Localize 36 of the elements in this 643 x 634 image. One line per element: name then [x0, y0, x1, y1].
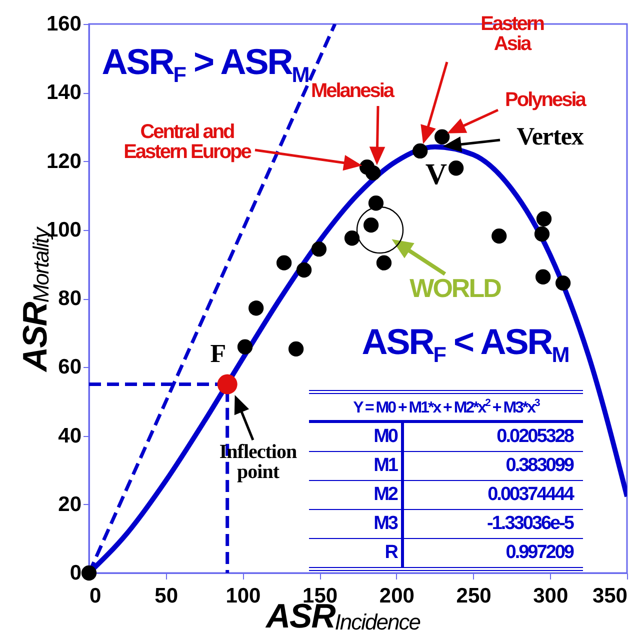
annotation: 0.00374444: [486, 484, 574, 506]
x-tick-label: 0: [90, 584, 102, 608]
annotation: Central and Eastern Europe: [122, 121, 252, 163]
annotation: V: [425, 158, 447, 191]
annotation: 0.0205328: [496, 426, 574, 448]
annotation: -1.33036e-5: [486, 513, 574, 536]
y-tick-label: 80: [58, 287, 82, 310]
annotation: Vertex: [516, 124, 584, 150]
x-tick-label: 350: [592, 584, 628, 608]
annotation: Y = M0 + M1*x + M2*x$^{2}$ + M3*x$^{3}$: [309, 394, 583, 424]
annotation: M1: [309, 452, 404, 480]
annotation: M3: [309, 510, 404, 538]
annotation: WORLD: [410, 273, 500, 303]
annotation: ASR$_{F}$ < ASR$_{M}$: [362, 321, 568, 368]
annotation: M0: [309, 423, 404, 452]
y-tick-label: 0: [70, 562, 82, 584]
annotation: ASR$_{F}$ > ASR$_{M}$: [102, 41, 308, 88]
x-tick-label: 50: [154, 584, 178, 608]
annotation: R: [309, 539, 404, 568]
y-tick-label: 140: [46, 81, 82, 104]
annotation: 0.997209: [504, 542, 574, 564]
y-tick-label: 120: [46, 150, 82, 173]
annotation: Polynesia: [505, 89, 585, 111]
x-tick-label: 250: [456, 584, 492, 608]
annotation: M2: [309, 481, 404, 510]
annotation: Melanesia: [310, 80, 394, 102]
y-tick-label: 20: [58, 492, 82, 516]
annotation: 0.383099: [504, 455, 574, 478]
x-tick-label: 200: [379, 584, 414, 608]
y-tick-label: 60: [58, 356, 82, 379]
x-tick-label: 100: [226, 584, 261, 608]
y-tick-label: 40: [58, 424, 82, 448]
annotation: F: [210, 339, 226, 368]
y-tick-label: 160: [46, 12, 82, 36]
x-tick-label: 300: [533, 584, 568, 608]
annotation: Inflection point: [218, 441, 298, 483]
